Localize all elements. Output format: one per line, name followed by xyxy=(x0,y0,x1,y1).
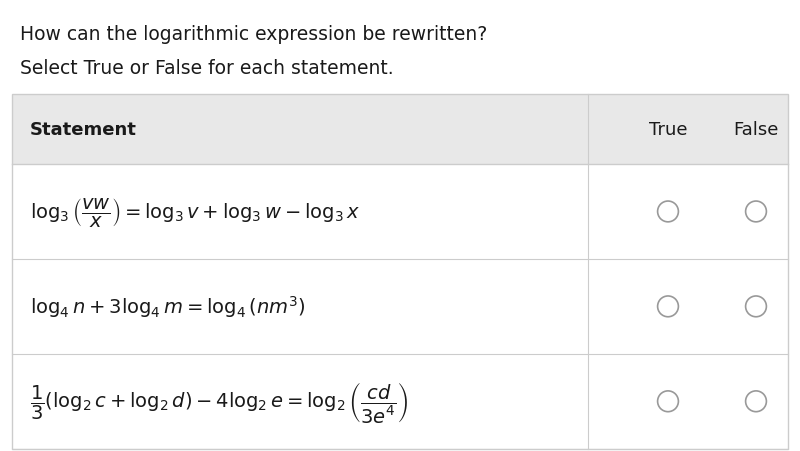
Text: False: False xyxy=(734,121,778,138)
Text: $\dfrac{1}{3}(\log_2 c + \log_2 d) - 4\log_2 e = \log_2 \left(\dfrac{cd}{3e^4}\r: $\dfrac{1}{3}(\log_2 c + \log_2 d) - 4\l… xyxy=(30,379,408,424)
Text: Select True or False for each statement.: Select True or False for each statement. xyxy=(20,59,394,78)
Bar xyxy=(12,95,788,165)
Text: True: True xyxy=(649,121,687,138)
Text: $\log_3 \left(\dfrac{vw}{x}\right) = \log_3 v + \log_3 w - \log_3 x$: $\log_3 \left(\dfrac{vw}{x}\right) = \lo… xyxy=(30,195,360,229)
Text: How can the logarithmic expression be rewritten?: How can the logarithmic expression be re… xyxy=(20,25,487,44)
Bar xyxy=(12,95,788,449)
Text: Statement: Statement xyxy=(30,121,137,138)
Text: $\log_4 n + 3\log_4 m = \log_4 \left(nm^3\right)$: $\log_4 n + 3\log_4 m = \log_4 \left(nm^… xyxy=(30,294,306,320)
